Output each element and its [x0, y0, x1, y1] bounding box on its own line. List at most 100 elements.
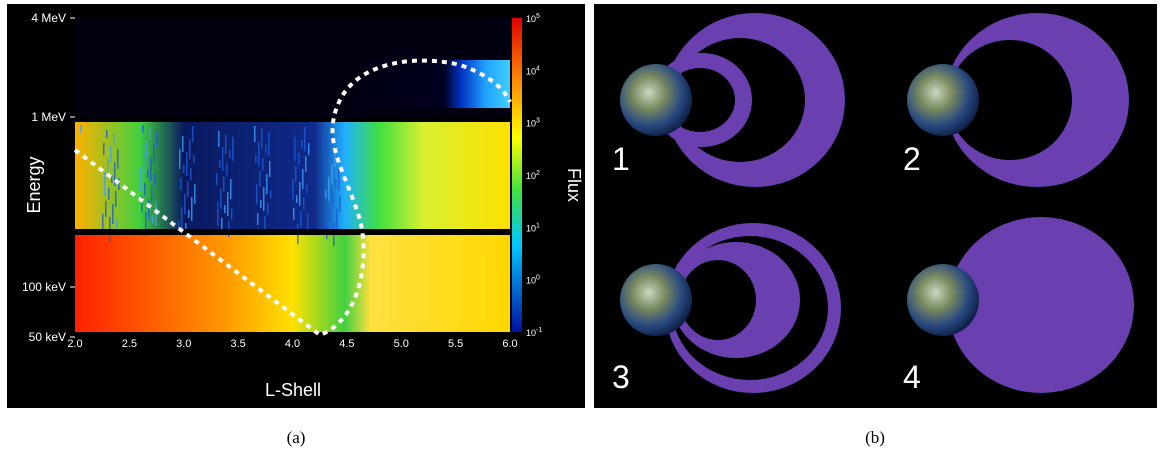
heatmap-stripe — [106, 130, 108, 138]
heatmap-stripe — [226, 163, 228, 175]
earth — [620, 64, 692, 136]
heatmap-stripe — [302, 169, 304, 189]
heatmap-stripe — [269, 161, 271, 177]
colorbar-tick-exponent: 2 — [536, 170, 540, 177]
heatmap-stripe — [191, 197, 193, 221]
y-tick-label: 1 MeV — [31, 110, 66, 124]
heatmap-stripe — [330, 135, 332, 143]
colorbar-tick-base: 10 — [526, 223, 536, 233]
colorbar-tick-exponent: 5 — [536, 13, 540, 20]
heatmap-stripe — [257, 213, 259, 225]
y-axis-label: Energy — [24, 156, 44, 213]
colorbar-tick-label: 10-1 — [526, 327, 542, 338]
heatmap-stripe — [263, 187, 265, 211]
earth — [620, 264, 692, 336]
heatmap-stripe — [112, 204, 114, 224]
colorbar-tick-label: 105 — [526, 13, 540, 24]
colorbar-tick-base: 10 — [526, 276, 536, 286]
heatmap-stripe — [232, 137, 234, 161]
heatmap-stripe — [339, 196, 341, 212]
heatmap-stripe — [334, 151, 336, 167]
colorbar-tick-base: 10 — [526, 66, 536, 76]
x-tick-label: 2.5 — [122, 338, 137, 350]
heatmap-stripe — [178, 220, 180, 228]
heatmap-stripe — [113, 133, 115, 145]
heatmap-stripe — [266, 174, 268, 194]
heatmap-stripe — [303, 198, 305, 210]
heatmap-stripe — [154, 173, 156, 185]
heatmap-stripe — [216, 173, 218, 185]
heatmap-stripe — [324, 161, 326, 177]
heatmap-stripe — [153, 144, 155, 164]
heatmap-stripe — [143, 154, 145, 174]
heatmap-stripe — [329, 206, 331, 222]
heatmap-stripe — [260, 200, 262, 208]
heatmap-stripe — [294, 137, 296, 161]
heatmap-stripe — [155, 202, 157, 226]
colorbar-tick-base: 10 — [526, 171, 536, 181]
heatmap-stripe — [304, 127, 306, 151]
heatmap-stripe — [301, 140, 303, 148]
heatmap-stripe — [300, 211, 302, 227]
heatmap-stripe — [187, 181, 189, 197]
heatmap-stripe — [338, 167, 340, 191]
heatmap-stripe — [80, 125, 82, 133]
heatmap-stripe — [114, 162, 116, 186]
heatmap-stripe — [270, 190, 272, 198]
x-tick-label: 3.0 — [176, 338, 191, 350]
y-tick-label: 50 keV — [29, 330, 66, 344]
x-tick-label: 6.0 — [502, 338, 517, 350]
gap-band — [75, 117, 510, 122]
colorbar-tick-exponent: 3 — [536, 118, 540, 125]
heatmap-stripe — [156, 131, 158, 147]
heatmap-stripe — [110, 146, 112, 162]
outer-belt — [665, 13, 845, 187]
heatmap-stripe — [144, 183, 146, 195]
heatmap-stripe — [258, 142, 260, 166]
gap-band — [75, 229, 510, 235]
heatmap-stripe — [116, 220, 118, 228]
heatmap-stripe — [193, 155, 195, 163]
heatmap-stripe — [298, 153, 300, 165]
heatmap-stripe — [305, 156, 307, 172]
heatmap-stripe — [118, 178, 120, 190]
heatmap-stripe — [188, 210, 190, 218]
heatmap-stripe — [254, 126, 256, 142]
colorbar-tick-label: 102 — [526, 170, 540, 181]
heatmap-stripe — [293, 208, 295, 220]
merged-belt — [948, 217, 1134, 393]
heatmap-stripe — [255, 155, 257, 163]
heatmap-stripe — [182, 136, 184, 152]
heatmap-stripe — [325, 190, 327, 198]
heatmap-stripe — [230, 179, 232, 199]
heatmap-stripe — [332, 193, 334, 205]
heatmap-stripe — [262, 158, 264, 170]
heatmap-stripe — [102, 214, 104, 234]
heatmap-stripe — [147, 170, 149, 178]
heatmap-stripe — [223, 176, 225, 192]
colorbar-tick-exponent: -1 — [536, 327, 542, 334]
scenario-label: 1 — [612, 141, 630, 177]
heatmap-stripe — [152, 215, 154, 223]
heatmap-stripe — [184, 194, 186, 214]
caption: (a) — [287, 428, 306, 447]
heatmap-stripe — [259, 171, 261, 187]
colorbar-tick-base: 10 — [526, 119, 536, 129]
heatmap-stripe — [194, 184, 196, 204]
y-tick-label: 100 keV — [22, 280, 66, 294]
boundary-outline — [73, 58, 512, 338]
x-tick-label: 5.5 — [448, 338, 463, 350]
heatmap-stripe — [328, 177, 330, 201]
heatmap-region — [75, 234, 510, 332]
heatmap-stripe — [151, 186, 153, 202]
heatmap-stripe — [227, 192, 229, 216]
heatmap-stripe — [148, 199, 150, 219]
heatmap-stripe — [221, 218, 223, 230]
heatmap-stripe — [264, 216, 266, 232]
heatmap-stripe — [267, 203, 269, 215]
heatmap-stripe — [146, 141, 148, 157]
earths — [620, 64, 979, 336]
heatmap-stripe — [218, 131, 220, 147]
y-tick-label: 4 MeV — [31, 11, 66, 25]
